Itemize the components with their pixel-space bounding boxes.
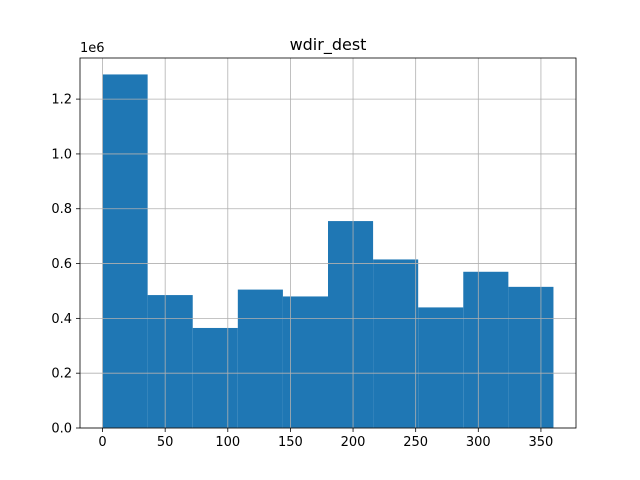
histogram-bar-9 — [508, 286, 554, 428]
histogram-bar-6 — [373, 259, 419, 428]
histogram-bar-4 — [282, 296, 328, 428]
y-tick-label-6: 1.2 — [51, 93, 72, 108]
bars — [102, 74, 554, 428]
x-tick-label-3: 150 — [278, 435, 303, 450]
y-tick-label-2: 0.4 — [51, 312, 72, 327]
histogram-bar-7 — [418, 307, 464, 428]
x-tick-label-5: 250 — [403, 435, 428, 450]
x-tick-label-4: 200 — [341, 435, 366, 450]
plot-frame — [79, 57, 577, 429]
x-tick-label-7: 350 — [529, 435, 554, 450]
grid-lines — [80, 58, 576, 429]
histogram-bar-5 — [328, 221, 374, 428]
histogram-bar-1 — [147, 295, 193, 428]
x-tick-label-6: 300 — [466, 435, 491, 450]
y-offset-label: 1e6 — [80, 41, 105, 56]
x-tick-label-0: 0 — [98, 435, 106, 450]
y-tick-label-5: 1.0 — [51, 147, 72, 162]
histogram-bar-2 — [192, 327, 238, 428]
x-tick-label-1: 50 — [157, 435, 174, 450]
histogram-bar-0 — [102, 74, 148, 428]
y-tick-label-1: 0.2 — [51, 367, 72, 382]
histogram-bar-3 — [237, 289, 283, 428]
y-tick-label-4: 0.8 — [51, 202, 72, 217]
x-tick-label-2: 100 — [215, 435, 240, 450]
histogram-bar-8 — [463, 271, 509, 428]
y-tick-label-0: 0.0 — [51, 422, 72, 437]
chart-title: wdir_dest — [290, 35, 367, 55]
axes: 0 50 100 150 200 250 300 350 0.0 0.2 0.4 0.6 0.8 1.0 1… — [51, 57, 577, 450]
y-tick-label-3: 0.6 — [51, 257, 72, 272]
